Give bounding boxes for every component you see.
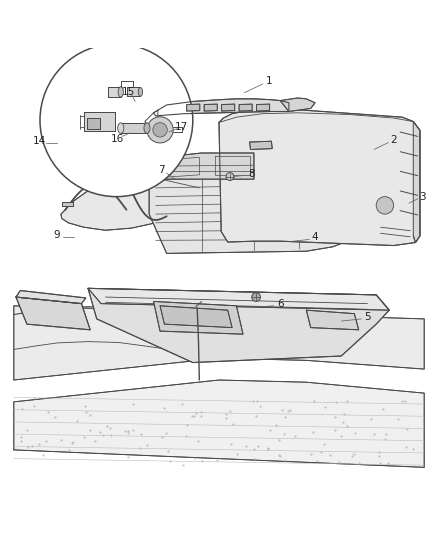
Polygon shape: [149, 175, 350, 253]
Text: 15: 15: [122, 87, 135, 97]
Polygon shape: [108, 87, 121, 97]
Ellipse shape: [144, 123, 150, 133]
Polygon shape: [127, 87, 141, 96]
Polygon shape: [280, 98, 315, 111]
Polygon shape: [257, 104, 270, 111]
Polygon shape: [306, 310, 359, 330]
Polygon shape: [87, 118, 100, 128]
Polygon shape: [145, 110, 158, 127]
Text: 1: 1: [266, 76, 272, 86]
Circle shape: [147, 117, 173, 143]
Text: 8: 8: [248, 169, 255, 179]
Circle shape: [376, 197, 394, 214]
Text: 16: 16: [111, 134, 124, 144]
Text: 5: 5: [364, 312, 371, 322]
Polygon shape: [222, 104, 235, 111]
Polygon shape: [14, 380, 424, 467]
Polygon shape: [153, 99, 289, 116]
Polygon shape: [153, 302, 243, 334]
Polygon shape: [413, 122, 420, 243]
Text: 17: 17: [175, 122, 188, 132]
Text: 2: 2: [390, 135, 397, 145]
Ellipse shape: [118, 123, 124, 133]
Text: 14: 14: [32, 136, 46, 146]
Circle shape: [40, 44, 193, 197]
Text: 3: 3: [419, 192, 425, 201]
Text: 6: 6: [277, 298, 283, 309]
Circle shape: [252, 293, 261, 302]
Ellipse shape: [118, 87, 124, 97]
Polygon shape: [16, 297, 90, 330]
Text: 9: 9: [53, 230, 60, 240]
Polygon shape: [162, 153, 254, 179]
Polygon shape: [84, 112, 115, 131]
Polygon shape: [160, 306, 232, 328]
Polygon shape: [219, 108, 420, 246]
Polygon shape: [62, 202, 73, 206]
Polygon shape: [239, 104, 252, 111]
Polygon shape: [250, 141, 272, 149]
Text: 7: 7: [158, 165, 165, 175]
Circle shape: [226, 173, 234, 181]
Circle shape: [153, 123, 167, 137]
Polygon shape: [121, 123, 147, 133]
Text: 4: 4: [312, 232, 318, 242]
Polygon shape: [187, 104, 200, 111]
Polygon shape: [88, 288, 389, 362]
Ellipse shape: [138, 87, 143, 96]
Polygon shape: [204, 104, 217, 111]
Polygon shape: [61, 179, 166, 230]
Polygon shape: [88, 288, 389, 310]
Polygon shape: [16, 290, 86, 304]
Polygon shape: [14, 306, 424, 380]
